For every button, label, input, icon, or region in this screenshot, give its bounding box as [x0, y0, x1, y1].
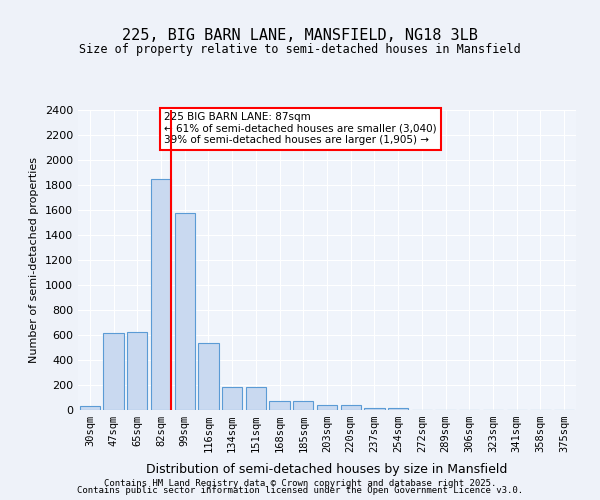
X-axis label: Distribution of semi-detached houses by size in Mansfield: Distribution of semi-detached houses by … [146, 464, 508, 476]
Bar [175, 212, 195, 410]
Y-axis label: Number of semi-detached properties: Number of semi-detached properties [29, 157, 40, 363]
Bar [222, 387, 242, 410]
Bar [341, 405, 361, 410]
Bar [388, 408, 408, 410]
Bar [364, 408, 385, 410]
Text: Size of property relative to semi-detached houses in Mansfield: Size of property relative to semi-detach… [79, 42, 521, 56]
Bar [269, 401, 290, 410]
Text: Contains public sector information licensed under the Open Government Licence v3: Contains public sector information licen… [77, 486, 523, 495]
Bar [317, 405, 337, 410]
Bar [80, 406, 100, 410]
Bar [246, 387, 266, 410]
Text: 225 BIG BARN LANE: 87sqm
← 61% of semi-detached houses are smaller (3,040)
39% o: 225 BIG BARN LANE: 87sqm ← 61% of semi-d… [164, 112, 437, 146]
Bar [103, 332, 124, 410]
Text: 225, BIG BARN LANE, MANSFIELD, NG18 3LB: 225, BIG BARN LANE, MANSFIELD, NG18 3LB [122, 28, 478, 42]
Bar [293, 401, 313, 410]
Bar [199, 342, 218, 410]
Text: Contains HM Land Registry data © Crown copyright and database right 2025.: Contains HM Land Registry data © Crown c… [104, 478, 496, 488]
Bar [127, 332, 148, 410]
Bar [151, 179, 171, 410]
